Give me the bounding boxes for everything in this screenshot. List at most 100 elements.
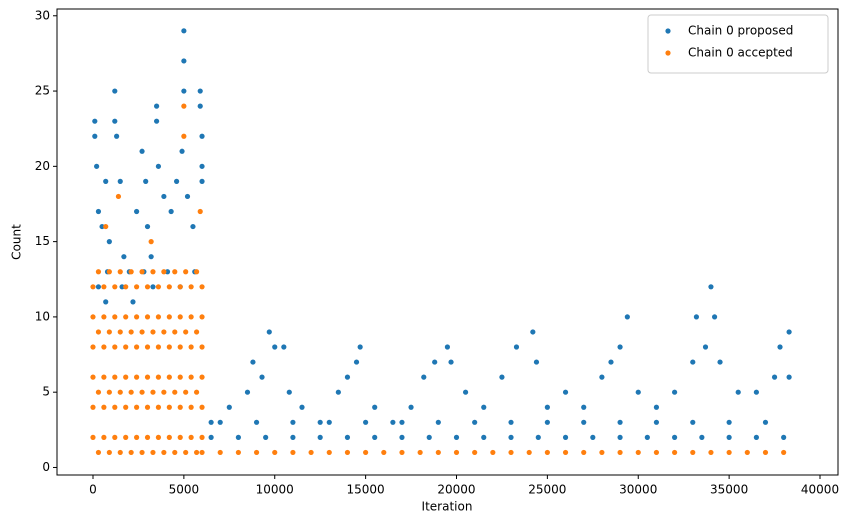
data-point	[250, 359, 256, 365]
data-point	[432, 359, 438, 365]
data-point	[90, 344, 96, 350]
data-point	[166, 374, 172, 380]
data-point	[335, 389, 341, 395]
y-axis-label: Count	[10, 224, 24, 260]
data-point	[199, 314, 205, 320]
data-point	[272, 344, 278, 350]
data-point	[199, 344, 205, 350]
data-point	[581, 419, 587, 425]
data-point	[161, 449, 167, 456]
data-point	[112, 314, 118, 320]
data-point	[172, 449, 178, 456]
data-point	[508, 449, 514, 456]
data-point	[726, 434, 732, 440]
data-point	[399, 449, 405, 456]
data-point	[708, 284, 714, 290]
data-point	[786, 374, 792, 380]
data-point	[771, 374, 778, 380]
data-point	[123, 314, 129, 320]
data-point	[199, 284, 205, 290]
data-point	[112, 404, 118, 410]
data-point	[624, 314, 630, 320]
data-point	[148, 254, 154, 260]
data-point	[166, 434, 172, 440]
x-tick-label: 25000	[528, 483, 566, 497]
data-point	[143, 178, 149, 184]
data-point	[188, 404, 194, 410]
data-point	[166, 344, 172, 350]
data-point	[166, 314, 172, 320]
data-point	[599, 374, 605, 380]
data-point	[381, 449, 387, 456]
data-point	[726, 419, 732, 425]
data-point	[177, 284, 183, 290]
data-point	[462, 389, 469, 395]
data-point	[562, 434, 569, 440]
data-point	[672, 389, 678, 395]
data-point	[266, 329, 272, 335]
data-point	[183, 449, 189, 456]
data-point	[123, 434, 129, 440]
data-point	[183, 269, 189, 275]
data-point	[590, 434, 596, 440]
data-point	[259, 374, 265, 380]
data-point	[121, 254, 127, 260]
data-point	[544, 449, 550, 456]
data-point	[134, 314, 140, 320]
data-point	[317, 434, 323, 440]
data-point	[181, 58, 187, 64]
data-point	[481, 434, 487, 440]
data-point	[139, 329, 145, 335]
data-point	[90, 314, 96, 320]
x-tick-label: 20000	[437, 483, 475, 497]
y-tick-label: 0	[42, 460, 50, 474]
data-point	[139, 389, 145, 395]
data-point	[134, 208, 140, 215]
data-point	[344, 449, 351, 456]
data-point	[172, 329, 178, 335]
data-point	[435, 449, 441, 456]
data-point	[95, 449, 102, 456]
data-point	[363, 419, 369, 425]
data-point	[544, 404, 550, 410]
data-point	[144, 223, 151, 230]
data-point	[144, 344, 151, 350]
data-point	[481, 404, 487, 410]
data-point	[199, 374, 205, 380]
data-point	[672, 434, 678, 440]
data-point	[781, 434, 787, 440]
data-point	[172, 269, 178, 275]
data-point	[690, 359, 696, 365]
data-point	[103, 178, 109, 184]
data-point	[235, 449, 241, 456]
data-point	[499, 374, 505, 380]
data-point	[144, 314, 151, 320]
data-point	[208, 434, 214, 440]
data-point	[281, 344, 287, 350]
data-point	[762, 449, 769, 456]
x-axis-label: Iteration	[422, 500, 473, 514]
data-point	[148, 239, 154, 245]
data-point	[253, 449, 260, 456]
data-point	[103, 299, 109, 305]
data-point	[286, 389, 292, 395]
data-point	[101, 434, 107, 440]
data-point	[119, 284, 125, 290]
data-point	[253, 419, 260, 425]
data-point	[417, 449, 423, 456]
data-point	[453, 434, 460, 440]
data-point	[166, 404, 172, 410]
data-point	[99, 223, 105, 230]
data-point	[530, 329, 536, 335]
data-point	[123, 404, 129, 410]
data-point	[190, 223, 196, 230]
data-point	[617, 419, 623, 425]
data-point	[399, 434, 405, 440]
data-point	[179, 148, 185, 154]
data-point	[172, 389, 178, 395]
data-point	[177, 374, 183, 380]
data-point	[699, 434, 705, 440]
data-point	[106, 329, 112, 335]
